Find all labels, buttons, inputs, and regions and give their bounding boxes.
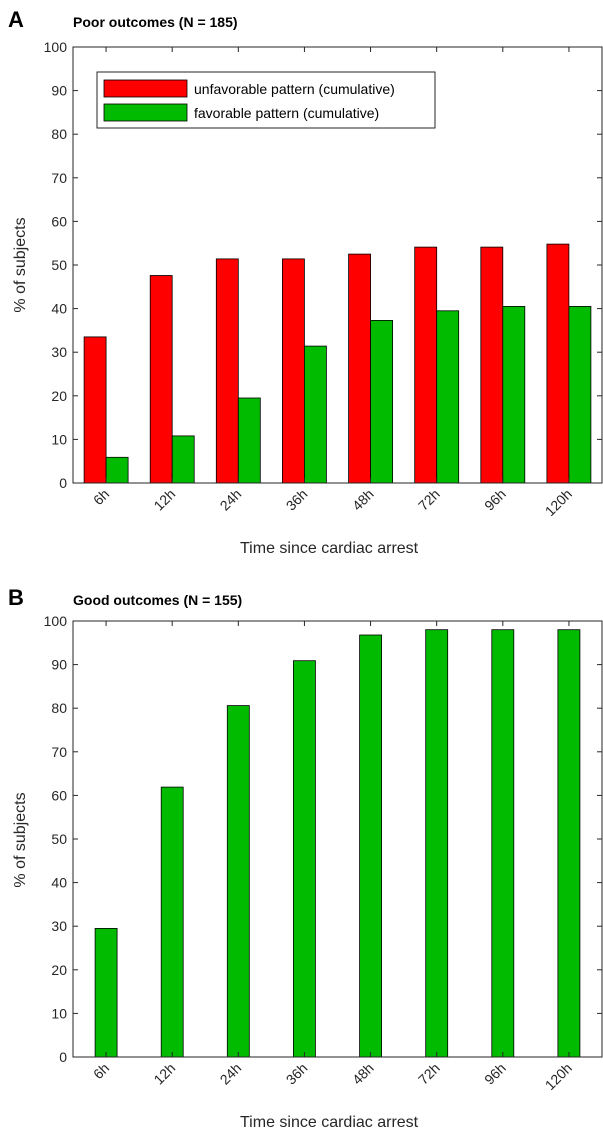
panel-b-xtick-label-6h: 6h — [90, 1060, 112, 1082]
panel-b-bar-s1-24h — [226, 705, 250, 1058]
panel-b-ytick-label: 40 — [51, 875, 67, 891]
panel-a-bar-s2-6h — [105, 456, 129, 484]
panel-a-ytick-label: 50 — [51, 257, 67, 273]
panel-a-bar-s1-12h — [149, 275, 173, 484]
panel-b-plot: 0 10 20 30 40 50 60 70 80 90 100 6h 12h 24h 36h 48h 72h 9… — [44, 613, 603, 1093]
panel-a-bar-s2-120h — [568, 305, 592, 484]
panel-a-legend: unfavorable pattern (cumulative) favorabl… — [96, 71, 436, 129]
panel-b-xtick-label-12h: 12h — [150, 1060, 178, 1088]
panel-b-bar-s1-48h — [359, 634, 383, 1058]
panel-a-x-axis-label: Time since cardiac arrest — [240, 540, 419, 557]
panel-b-title: Good outcomes (N = 155) — [73, 592, 242, 608]
panel-b-ytick-label: 100 — [44, 613, 68, 629]
panel-b-bar-s1-36h — [292, 660, 316, 1058]
panel-b-x-axis-label: Time since cardiac arrest — [240, 1114, 419, 1130]
panel-a-ytick-label: 100 — [44, 39, 68, 55]
panel-b-bar-s1-6h — [94, 928, 118, 1058]
panel-b-ytick-label: 30 — [51, 918, 67, 934]
panel-a-bar-s2-36h — [303, 345, 327, 484]
panel-b-y-axis-label: % of subjects — [12, 792, 29, 887]
panel-b-bar-s1-96h — [491, 629, 515, 1058]
panel-a-ytick-label: 70 — [51, 170, 67, 186]
panel-b-ytick-label: 70 — [51, 744, 67, 760]
panel-b: B Good outcomes (N = 155) Time since car… — [8, 585, 603, 1130]
panel-a-xtick-label-36h: 36h — [283, 486, 311, 514]
panel-b-ytick-label: 90 — [51, 657, 67, 673]
legend-swatch-favorable — [103, 103, 188, 122]
legend-label-unfavorable: unfavorable pattern (cumulative) — [194, 81, 395, 97]
panel-a-ytick-label: 80 — [51, 126, 67, 142]
panel-b-xtick-label-24h: 24h — [217, 1060, 245, 1088]
panel-a-xtick-label-6h: 6h — [90, 486, 112, 508]
panel-b-ytick-label: 80 — [51, 700, 67, 716]
panel-a-ytick-label: 30 — [51, 344, 67, 360]
panel-a-bar-s2-24h — [237, 397, 261, 484]
panel-a-ytick-label: 10 — [51, 431, 67, 447]
panel-b-ytick-label: 20 — [51, 962, 67, 978]
panel-a-title: Poor outcomes (N = 185) — [73, 14, 238, 30]
panel-a-ytick-label: 90 — [51, 83, 67, 99]
panel-a-xtick-label-12h: 12h — [150, 486, 178, 514]
panel-a-bar-s1-120h — [546, 243, 570, 484]
panel-a-bar-s1-96h — [480, 246, 504, 484]
panel-b-bar-s1-12h — [160, 786, 184, 1058]
panel-a-xtick-label-72h: 72h — [415, 486, 443, 514]
panel-a-ytick-label: 20 — [51, 388, 67, 404]
legend-label-favorable: favorable pattern (cumulative) — [194, 105, 379, 121]
panel-a-y-axis-label: % of subjects — [12, 217, 29, 312]
panel-b-xtick-label-72h: 72h — [415, 1060, 443, 1088]
panel-b-ytick-label: 50 — [51, 831, 67, 847]
panel-a-bar-s1-24h — [215, 258, 239, 484]
panel-a-bar-s1-6h — [83, 336, 107, 484]
panel-b-xtick-label-48h: 48h — [349, 1060, 377, 1088]
panel-a-bar-s2-12h — [171, 435, 195, 484]
panel-a-xtick-label-120h: 120h — [542, 486, 575, 519]
panel-b-letter: B — [8, 585, 24, 610]
panel-a-ytick-label: 60 — [51, 213, 67, 229]
panel-b-bar-s1-72h — [425, 629, 449, 1058]
panel-b-xtick-label-36h: 36h — [283, 1060, 311, 1088]
panel-b-ytick-label: 60 — [51, 787, 67, 803]
panel-b-xtick-label-120h: 120h — [542, 1060, 575, 1093]
panel-b-xtick-label-96h: 96h — [481, 1060, 509, 1088]
panel-a-ytick-label: 40 — [51, 301, 67, 317]
panel-a-xtick-label-48h: 48h — [349, 486, 377, 514]
panel-a-bar-s1-72h — [414, 246, 438, 484]
panel-a-xtick-label-24h: 24h — [217, 486, 245, 514]
panel-b-ytick-label: 10 — [51, 1005, 67, 1021]
panel-b-bar-s1-120h — [557, 629, 581, 1058]
panel-a: A Poor outcomes (N = 185) Time since car… — [8, 7, 603, 557]
panel-b-axes-box — [72, 620, 603, 1058]
panel-a-bar-s1-48h — [348, 253, 372, 484]
panel-b-ytick-label: 0 — [59, 1049, 67, 1065]
panel-a-ytick-label: 0 — [59, 475, 67, 491]
panel-a-bar-s1-36h — [281, 258, 305, 484]
panel-a-bar-s2-48h — [370, 319, 394, 484]
panel-a-letter: A — [8, 7, 24, 32]
panel-a-xtick-label-96h: 96h — [481, 486, 509, 514]
panel-a-bar-s2-96h — [502, 305, 526, 484]
legend-swatch-unfavorable — [103, 79, 188, 98]
panel-a-bar-s2-72h — [436, 310, 460, 484]
